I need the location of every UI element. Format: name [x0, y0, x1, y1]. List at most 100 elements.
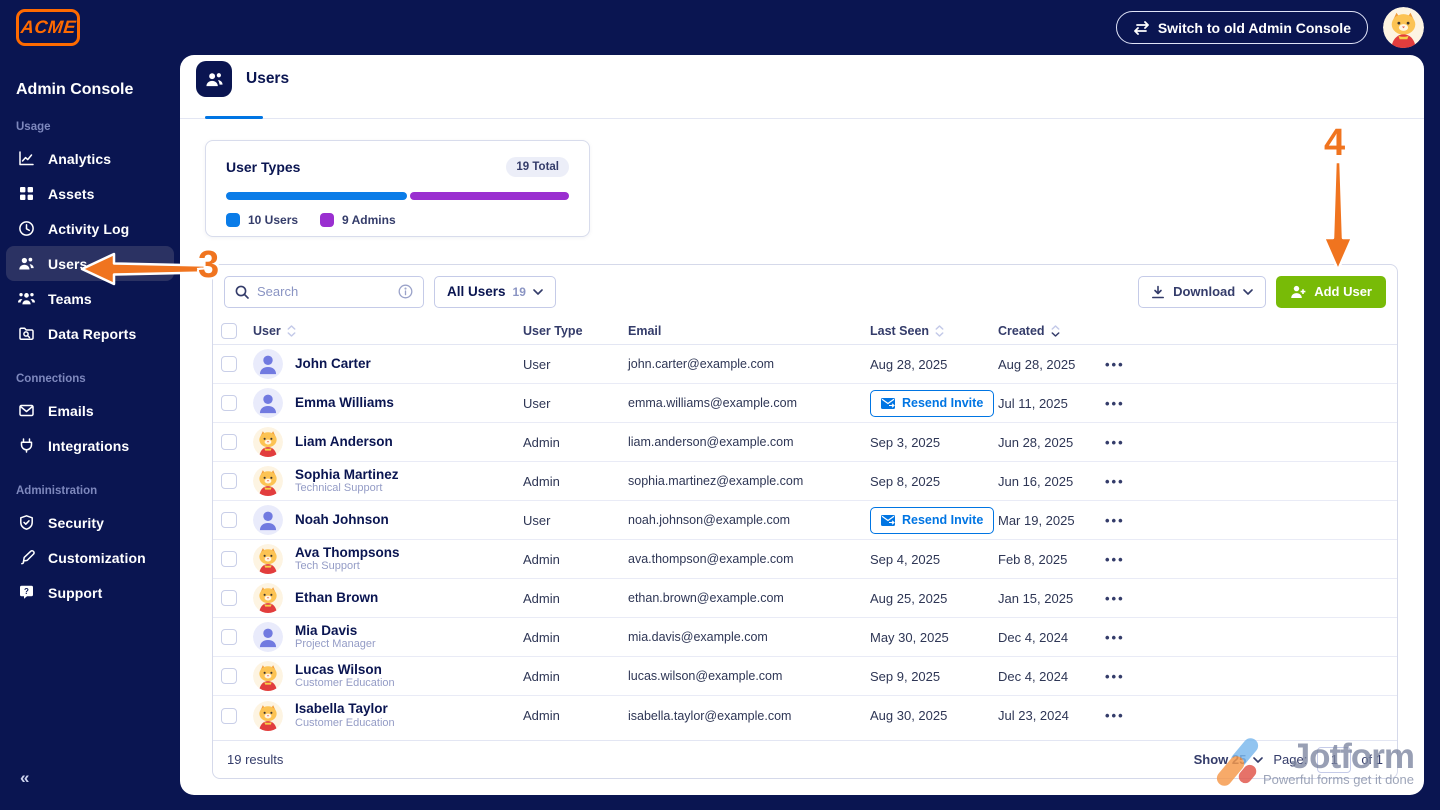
- user-type: User: [523, 512, 551, 528]
- column-header-label: User Type: [523, 324, 583, 338]
- row-checkbox[interactable]: [221, 551, 237, 567]
- user-type: Admin: [523, 590, 560, 606]
- table-row[interactable]: Mia Davis Project Manager Admin mia.davi…: [213, 618, 1397, 657]
- row-checkbox[interactable]: [221, 512, 237, 528]
- sidebar-title: Admin Console: [16, 81, 134, 98]
- switch-to-old-console-button[interactable]: Switch to old Admin Console: [1115, 11, 1368, 44]
- row-actions-button[interactable]: •••: [1105, 434, 1125, 450]
- row-actions-button[interactable]: •••: [1105, 590, 1125, 606]
- row-actions-button[interactable]: •••: [1105, 708, 1125, 723]
- last-seen: Resend Invite: [870, 389, 998, 417]
- sidebar-item-security[interactable]: Security: [6, 505, 174, 540]
- admins-bar-segment: [409, 192, 569, 200]
- account-avatar[interactable]: [1383, 7, 1424, 48]
- sidebar-item-customization[interactable]: Customization: [6, 540, 174, 575]
- row-actions-button[interactable]: •••: [1105, 356, 1125, 372]
- user-filter-dropdown[interactable]: All Users 19: [434, 275, 556, 308]
- analytics-icon: [17, 150, 35, 168]
- page-title: Users: [246, 70, 290, 87]
- table-row[interactable]: Ava Thompsons Tech Support Admin ava.tho…: [213, 540, 1397, 579]
- support-icon: ?: [17, 584, 35, 602]
- row-checkbox[interactable]: [221, 590, 237, 606]
- sidebar-collapse-button[interactable]: «: [20, 768, 30, 787]
- table-row[interactable]: Sophia Martinez Technical Support Admin …: [213, 462, 1397, 501]
- show-per-page-dropdown[interactable]: Show 25: [1194, 752, 1264, 767]
- user-email: lucas.wilson@example.com: [628, 669, 783, 683]
- swap-arrows-icon: [1133, 20, 1150, 35]
- select-all-checkbox[interactable]: [221, 323, 237, 339]
- sidebar-item-assets[interactable]: Assets: [6, 176, 174, 211]
- row-checkbox[interactable]: [221, 629, 237, 645]
- column-header-last-seen[interactable]: Last Seen: [870, 324, 998, 338]
- sidebar-item-analytics[interactable]: Analytics: [6, 141, 174, 176]
- row-actions-button[interactable]: •••: [1105, 551, 1125, 567]
- sidebar-item-integrations[interactable]: Integrations: [6, 428, 174, 463]
- sidebar-item-label: Support: [48, 584, 103, 601]
- top-bar: ACME Switch to old Admin Console: [0, 0, 1440, 55]
- table-row[interactable]: Noah Johnson User noah.johnson@example.c…: [213, 501, 1397, 540]
- users-page-icon: [196, 61, 232, 97]
- step-3-arrow: [80, 252, 206, 286]
- sidebar-item-teams[interactable]: Teams: [6, 281, 174, 316]
- row-actions-button[interactable]: •••: [1105, 473, 1125, 489]
- table-row[interactable]: Isabella Taylor Customer Education Admin…: [213, 696, 1397, 735]
- table-row[interactable]: Lucas Wilson Customer Education Admin lu…: [213, 657, 1397, 696]
- row-actions-button[interactable]: •••: [1105, 629, 1125, 645]
- row-checkbox[interactable]: [221, 356, 237, 372]
- cat-avatar: [253, 583, 283, 613]
- envelope-icon: [881, 514, 895, 526]
- sidebar-item-data-reports[interactable]: Data Reports: [6, 316, 174, 351]
- legend-item: 10 Users: [226, 213, 298, 227]
- column-header-user[interactable]: User: [253, 324, 523, 338]
- user-name: Ethan Brown: [295, 590, 379, 606]
- user-type: Admin: [523, 708, 560, 723]
- user-types-card: User Types 19 Total 10 Users 9 Admins: [205, 140, 590, 237]
- add-user-button[interactable]: Add User: [1276, 275, 1386, 308]
- sidebar-item-emails[interactable]: Emails: [6, 393, 174, 428]
- sort-icon: [287, 325, 296, 337]
- customization-icon: [17, 549, 35, 567]
- row-checkbox[interactable]: [221, 707, 237, 724]
- sidebar-item-label: Activity Log: [48, 220, 130, 237]
- table-row[interactable]: John Carter User john.carter@example.com…: [213, 345, 1397, 384]
- user-type: User: [523, 395, 551, 411]
- active-tab-indicator[interactable]: [205, 116, 263, 119]
- user-type: User: [523, 356, 551, 372]
- page-number-input[interactable]: [1317, 746, 1352, 773]
- sidebar-item-label: Users: [48, 255, 88, 272]
- row-checkbox[interactable]: [221, 434, 237, 450]
- sidebar: Admin Console Usage Analytics Assets Activi…: [0, 55, 180, 810]
- row-actions-button[interactable]: •••: [1105, 668, 1125, 684]
- user-name: Sophia Martinez: [295, 466, 399, 482]
- row-actions-button[interactable]: •••: [1105, 395, 1125, 411]
- table-row[interactable]: Liam Anderson Admin liam.anderson@exampl…: [213, 423, 1397, 462]
- row-checkbox[interactable]: [221, 395, 237, 411]
- resend-invite-button[interactable]: Resend Invite: [870, 389, 995, 417]
- sidebar-item-label: Customization: [48, 549, 146, 566]
- table-row[interactable]: Emma Williams User emma.williams@example…: [213, 384, 1397, 423]
- cat-avatar: [253, 700, 283, 731]
- search-icon: [235, 285, 249, 299]
- sidebar-item-label: Security: [48, 514, 105, 531]
- last-seen: Aug 25, 2025: [870, 590, 948, 606]
- column-header-created[interactable]: Created: [998, 324, 1103, 338]
- row-actions-button[interactable]: •••: [1105, 512, 1125, 528]
- user-name: Ava Thompsons: [295, 544, 400, 560]
- table-row[interactable]: Ethan Brown Admin ethan.brown@example.co…: [213, 579, 1397, 618]
- sidebar-item-support[interactable]: ? Support: [6, 575, 174, 610]
- user-type: Admin: [523, 473, 560, 489]
- user-subtitle: Tech Support: [295, 560, 360, 573]
- search-input[interactable]: [257, 284, 390, 299]
- download-button[interactable]: Download: [1138, 275, 1267, 308]
- table-body: John Carter User john.carter@example.com…: [213, 345, 1397, 740]
- person-avatar: [253, 505, 283, 535]
- row-checkbox[interactable]: [221, 668, 237, 684]
- user-name: Emma Williams: [295, 395, 394, 411]
- sidebar-item-activity-log[interactable]: Activity Log: [6, 211, 174, 246]
- row-checkbox[interactable]: [221, 473, 237, 489]
- info-icon[interactable]: [398, 284, 413, 299]
- users-table-card: All Users 19 Download Add: [212, 264, 1398, 779]
- sidebar-item-users[interactable]: Users: [6, 246, 174, 281]
- filter-label: All Users: [447, 284, 506, 299]
- resend-invite-button[interactable]: Resend Invite: [870, 506, 995, 534]
